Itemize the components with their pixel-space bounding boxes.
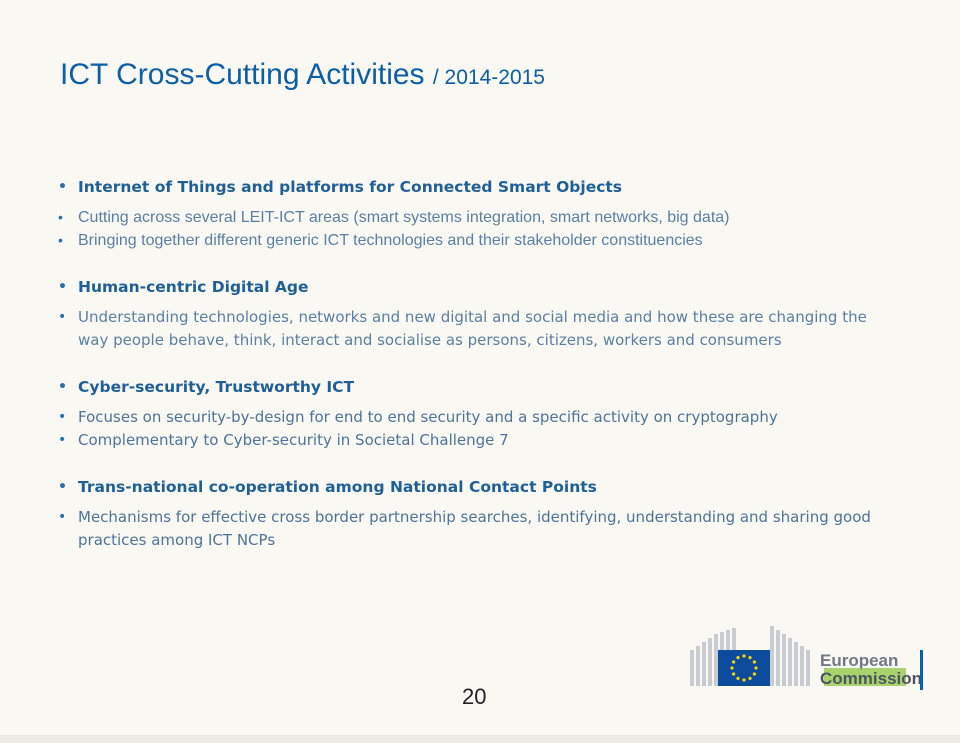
bullet-item: • Mechanisms for effective cross border … (58, 506, 918, 552)
bullet-item: • Complementary to Cyber-security in Soc… (58, 429, 918, 452)
section-heading: • Cyber-security, Trustworthy ICT (58, 376, 918, 399)
bullet-text: Complementary to Cyber-security in Socie… (78, 431, 509, 449)
bullet-dot: • (58, 409, 67, 425)
bullet-text: Cutting across several LEIT-ICT areas (s… (78, 209, 730, 226)
bullet-dot: • (58, 209, 63, 225)
bullet-dot: • (58, 379, 67, 395)
title-year-range: / 2014-2015 (432, 66, 545, 89)
bullet-dot: • (58, 279, 67, 295)
bullet-item: • Focuses on security-by-design for end … (58, 406, 918, 429)
section-heading: • Human-centric Digital Age (58, 276, 918, 299)
footer-band (0, 735, 960, 743)
page-number: 20 (462, 684, 487, 709)
bullet-text: Understanding technologies, networks and… (78, 308, 867, 349)
bullet-item: • Cutting across several LEIT-ICT areas … (58, 206, 918, 229)
slide-title: ICT Cross-Cutting Activities / 2014-2015 (60, 58, 545, 92)
bullet-dot: • (58, 479, 67, 495)
heading-text: Trans-national co-operation among Nation… (78, 478, 597, 496)
heading-text: Internet of Things and platforms for Con… (78, 178, 623, 196)
heading-text: Cyber-security, Trustworthy ICT (78, 378, 355, 396)
bullet-item: • Bringing together different generic IC… (58, 229, 918, 252)
bullet-text: Bringing together different generic ICT … (78, 232, 703, 249)
bullet-item: • Understanding technologies, networks a… (58, 306, 918, 352)
heading-text: Human-centric Digital Age (78, 278, 309, 296)
bullet-dot: • (58, 179, 67, 195)
bullet-dot: • (58, 232, 63, 248)
bullet-dot: • (58, 309, 67, 325)
bullet-list: • Internet of Things and platforms for C… (58, 176, 918, 552)
section-heading: • Trans-national co-operation among Nati… (58, 476, 918, 499)
bullet-text: Mechanisms for effective cross border pa… (78, 508, 871, 549)
section-heading: • Internet of Things and platforms for C… (58, 176, 918, 199)
european-commission-logo: European Commission (690, 626, 923, 690)
title-main: ICT Cross-Cutting Activities (60, 58, 425, 91)
bullet-dot: • (58, 509, 67, 525)
bullet-dot: • (58, 432, 67, 448)
svg-text:European: European (820, 651, 898, 670)
svg-text:Commission: Commission (820, 669, 922, 688)
bullet-text: Focuses on security-by-design for end to… (78, 408, 778, 426)
